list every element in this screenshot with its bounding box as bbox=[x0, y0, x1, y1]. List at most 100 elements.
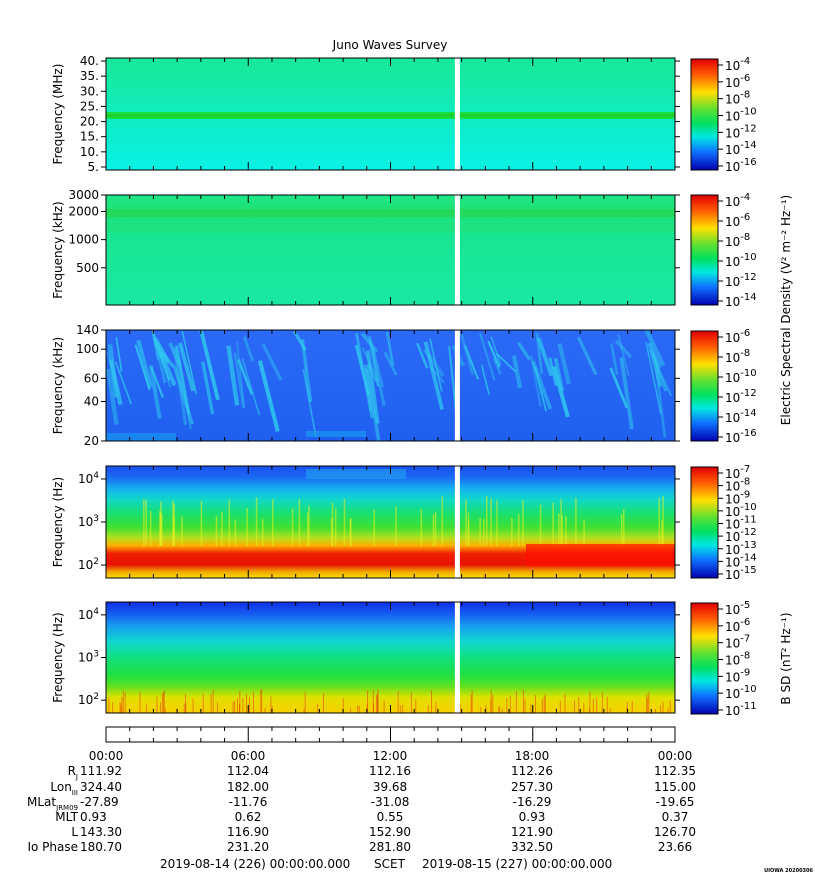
y-tick-label: 10. bbox=[80, 145, 99, 159]
ephemeris-value: 0.62 bbox=[235, 810, 262, 824]
spectrogram-panels: 5.10.15.20. 25.30.35.40. Frequency (MHz) 10… bbox=[51, 54, 793, 718]
emission-streak bbox=[511, 355, 523, 389]
emission-streak bbox=[463, 344, 479, 380]
emission-streak bbox=[552, 366, 570, 418]
y-tick-label: 40 bbox=[84, 394, 99, 408]
ephemeris-value: 324.40 bbox=[80, 780, 122, 794]
colorbar-label: B SD (nT² Hz⁻¹) bbox=[779, 612, 793, 704]
ephemeris-value: 231.20 bbox=[227, 840, 269, 854]
ephemeris-value: 143.30 bbox=[80, 825, 122, 839]
ephemeris-value: 112.16 bbox=[369, 764, 411, 778]
low-freq-emission bbox=[106, 433, 176, 441]
colorbar-tick-label: 10-8 bbox=[725, 651, 750, 668]
panel-1: 5.10.15.20. 25.30.35.40. Frequency (MHz) 10… bbox=[51, 54, 757, 174]
emission-streak bbox=[490, 336, 502, 366]
ephemeris-value: -27.89 bbox=[80, 795, 119, 809]
emission-streak bbox=[385, 331, 395, 366]
colorbar-tick-label: 10-14 bbox=[725, 408, 757, 425]
emission-band-secondary bbox=[106, 223, 675, 233]
ephemeris-value: 281.80 bbox=[369, 840, 411, 854]
emission-streak bbox=[365, 350, 380, 424]
ephemeris-value: 0.93 bbox=[519, 810, 546, 824]
emission-streak bbox=[199, 330, 220, 401]
time-axis: 00:00 06:00 12:00 18:00 00:00 bbox=[89, 726, 693, 763]
colorbar-tick-label: 10-16 bbox=[725, 157, 757, 174]
emission-streak bbox=[257, 360, 280, 432]
colorbar: 10-710-810-910-1010-1110-1210-1310-1410-… bbox=[690, 464, 757, 582]
colorbar-tick-label: 10-4 bbox=[725, 56, 750, 73]
emission-streak bbox=[237, 359, 254, 395]
emission-streak bbox=[367, 335, 380, 383]
y-tick-label: 500 bbox=[76, 261, 99, 275]
ephemeris-row-label: MLT bbox=[55, 810, 78, 824]
colorbar-tick-label: 10-12 bbox=[725, 388, 757, 405]
emission-streak bbox=[241, 358, 261, 416]
chart-title: Juno Waves Survey bbox=[332, 38, 448, 52]
ephemeris-value: 39.68 bbox=[373, 780, 407, 794]
panel-4: 102 103 104 Frequency (Hz) 10-710-810-910-10… bbox=[51, 464, 757, 582]
emission-streak bbox=[487, 340, 501, 368]
data-gap bbox=[454, 602, 460, 713]
colorbar-tick-label: 10-8 bbox=[725, 348, 750, 365]
ephemeris-value: 126.70 bbox=[654, 825, 696, 839]
emission-streak bbox=[174, 345, 191, 415]
ephemeris-row-label: RJ bbox=[68, 764, 78, 781]
data-gap bbox=[454, 195, 460, 305]
emission-streak bbox=[157, 348, 175, 368]
emission-streak bbox=[423, 341, 444, 410]
ephemeris-table: RJ 111.92 112.04 112.16 112.26 112.35 LonIII 32… bbox=[27, 764, 696, 854]
colorbar-tick-label: 10-6 bbox=[725, 212, 750, 229]
y-tick-label: 102 bbox=[78, 557, 99, 572]
y-tick-label: 60 bbox=[84, 371, 99, 385]
emission-streak bbox=[536, 337, 554, 377]
emission-streak bbox=[383, 351, 398, 376]
emission-streak bbox=[617, 333, 630, 376]
emission-band-core bbox=[106, 114, 675, 117]
colorbar-tick-label: 10-14 bbox=[725, 292, 757, 309]
emission-streak bbox=[644, 330, 666, 367]
ephemeris-value: 112.04 bbox=[227, 764, 269, 778]
y-tick-label: 100 bbox=[76, 342, 99, 356]
colorbar-scale bbox=[690, 194, 719, 306]
emission-streak bbox=[178, 342, 195, 392]
colorbar-scale bbox=[690, 466, 719, 579]
emission-streak bbox=[371, 347, 385, 388]
ephemeris-value: -16.29 bbox=[513, 795, 552, 809]
emission-streak bbox=[302, 368, 317, 438]
colorbar-tick-label: 10-15 bbox=[725, 565, 757, 582]
emission-streak bbox=[355, 332, 372, 412]
ephemeris-value: -19.65 bbox=[656, 795, 695, 809]
ephemeris-value: -31.08 bbox=[371, 795, 410, 809]
emission-streak bbox=[496, 353, 517, 373]
colorbar-scale bbox=[690, 330, 719, 442]
colorbar-tick-label: 10-4 bbox=[725, 192, 750, 209]
emission-streak bbox=[172, 365, 194, 425]
time-tick-label: 00:00 bbox=[658, 749, 693, 763]
data-gap bbox=[454, 58, 460, 170]
emission-streak bbox=[534, 366, 547, 412]
colorbar-label: Electric Spectral Density (V² m⁻² Hz⁻¹) bbox=[779, 195, 793, 425]
spectrogram-image bbox=[106, 466, 675, 578]
data-gap bbox=[454, 330, 460, 441]
colorbar-tick-label: 10-6 bbox=[725, 73, 750, 90]
colorbar-tick-label: 10-16 bbox=[725, 428, 757, 445]
emission-streak bbox=[651, 353, 668, 392]
emission-streak bbox=[106, 349, 121, 395]
colorbar-tick-label: 10-8 bbox=[725, 90, 750, 107]
y-axis-label: Frequency (Hz) bbox=[51, 477, 65, 568]
y-tick-label: 102 bbox=[78, 692, 99, 707]
colorbar: 10-6 10-8 10-10 10-12 10-14 10-16 bbox=[690, 328, 757, 445]
ephemeris-value: 0.55 bbox=[377, 810, 404, 824]
high-freq-emission bbox=[306, 469, 406, 479]
emission-streak bbox=[548, 357, 558, 387]
emission-streak bbox=[619, 357, 634, 430]
y-tick-label: 30. bbox=[80, 84, 99, 98]
emission-streak bbox=[480, 364, 490, 395]
colorbar-tick-label: 10-10 bbox=[725, 368, 757, 385]
y-tick-label: 2000 bbox=[68, 204, 99, 218]
emission-streak bbox=[201, 361, 215, 415]
ephemeris-row-label: L bbox=[71, 825, 78, 839]
